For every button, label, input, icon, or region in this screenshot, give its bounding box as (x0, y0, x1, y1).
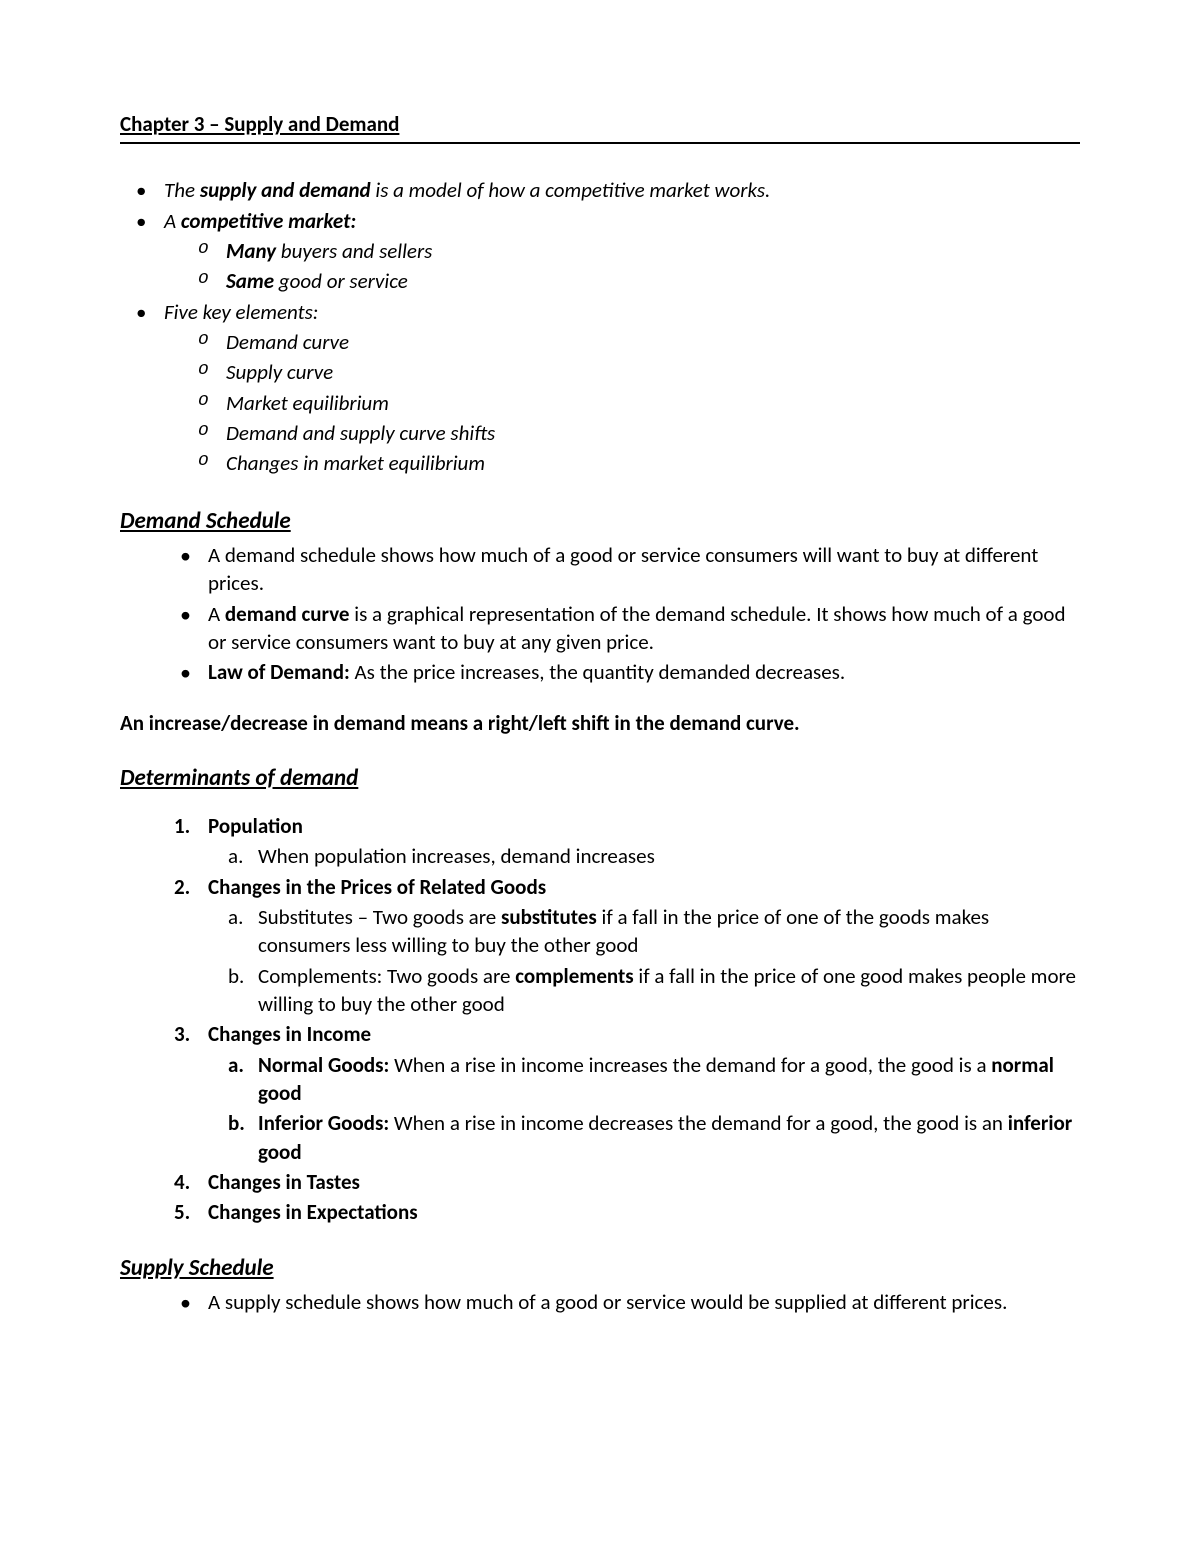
shift-note: An increase/decrease in demand means a r… (120, 709, 1080, 737)
bold-text: Law of Demand: (208, 659, 350, 685)
list-item: A demand schedule shows how much of a go… (208, 541, 1080, 598)
text: A (208, 601, 225, 627)
text: Five key elements: (164, 299, 318, 325)
sub-item: Substitutes – Two goods are substitutes … (258, 903, 1080, 960)
text: When a rise in income increases the dema… (389, 1052, 991, 1078)
sub-item: Market equilibrium (226, 389, 1080, 417)
determinant-4: Changes in Tastes (208, 1168, 1080, 1196)
text: buyers and sellers (276, 238, 432, 264)
bold-text: Same (226, 268, 274, 294)
list-item: A supply schedule shows how much of a go… (208, 1288, 1080, 1316)
intro-item-2: A competitive market: Many buyers and se… (164, 207, 1080, 296)
determinant-3: Changes in Income Normal Goods: When a r… (208, 1020, 1080, 1166)
item-label: Population (208, 813, 303, 839)
intro-item-1: The supply and demand is a model of how … (164, 176, 1080, 204)
text: The (164, 177, 200, 203)
determinants-heading: Determinants of demand (120, 763, 1080, 794)
text: Complements: Two goods are (258, 963, 515, 989)
text: good or service (274, 268, 408, 294)
bold-text: Normal Goods: (258, 1052, 389, 1078)
sub-list: Substitutes – Two goods are substitutes … (208, 903, 1080, 1018)
bold-text: complements (515, 963, 633, 989)
bold-text: Inferior Goods: (258, 1110, 389, 1136)
bold-text: competitive market: (181, 208, 356, 234)
determinant-5: Changes in Expectations (208, 1198, 1080, 1226)
text: As the price increases, the quantity dem… (350, 659, 845, 685)
sub-item: Supply curve (226, 358, 1080, 386)
supply-schedule-heading: Supply Schedule (120, 1253, 1080, 1284)
determinants-list: Population When population increases, de… (120, 812, 1080, 1227)
bold-text: substitutes (501, 904, 597, 930)
intro-item-3: Five key elements: Demand curve Supply c… (164, 298, 1080, 478)
text: Substitutes – Two goods are (258, 904, 501, 930)
sub-item: Demand curve (226, 328, 1080, 356)
supply-schedule-list: A supply schedule shows how much of a go… (120, 1288, 1080, 1316)
sub-item: Changes in market equilibrium (226, 449, 1080, 477)
sub-list: Normal Goods: When a rise in income incr… (208, 1051, 1080, 1166)
five-elements-sublist: Demand curve Supply curve Market equilib… (164, 328, 1080, 478)
sub-item: Same good or service (226, 267, 1080, 295)
competitive-market-sublist: Many buyers and sellers Same good or ser… (164, 237, 1080, 296)
demand-schedule-heading: Demand Schedule (120, 506, 1080, 537)
bold-text: Many (226, 238, 276, 264)
item-label: Changes in Expectations (208, 1199, 418, 1225)
sub-item: Many buyers and sellers (226, 237, 1080, 265)
sub-item: Demand and supply curve shifts (226, 419, 1080, 447)
demand-schedule-list: A demand schedule shows how much of a go… (120, 541, 1080, 687)
determinant-1: Population When population increases, de… (208, 812, 1080, 871)
text: A (164, 208, 181, 234)
text: is a model of how a competitive market w… (371, 177, 771, 203)
item-label: Changes in Tastes (208, 1169, 360, 1195)
intro-list: The supply and demand is a model of how … (120, 176, 1080, 477)
determinant-2: Changes in the Prices of Related Goods S… (208, 873, 1080, 1019)
bold-text: demand curve (225, 601, 350, 627)
sub-item: Complements: Two goods are complements i… (258, 962, 1080, 1019)
sub-list: When population increases, demand increa… (208, 842, 1080, 870)
list-item: A demand curve is a graphical representa… (208, 600, 1080, 657)
bold-text: supply and demand (200, 177, 371, 203)
chapter-title: Chapter 3 – Supply and Demand (120, 110, 1080, 144)
text: When a rise in income decreases the dema… (389, 1110, 1008, 1136)
sub-item: When population increases, demand increa… (258, 842, 1080, 870)
sub-item: Normal Goods: When a rise in income incr… (258, 1051, 1080, 1108)
list-item: Law of Demand: As the price increases, t… (208, 658, 1080, 686)
sub-item: Inferior Goods: When a rise in income de… (258, 1109, 1080, 1166)
document-page: Chapter 3 – Supply and Demand The supply… (0, 0, 1200, 1553)
item-label: Changes in Income (208, 1021, 371, 1047)
item-label: Changes in the Prices of Related Goods (208, 874, 546, 900)
